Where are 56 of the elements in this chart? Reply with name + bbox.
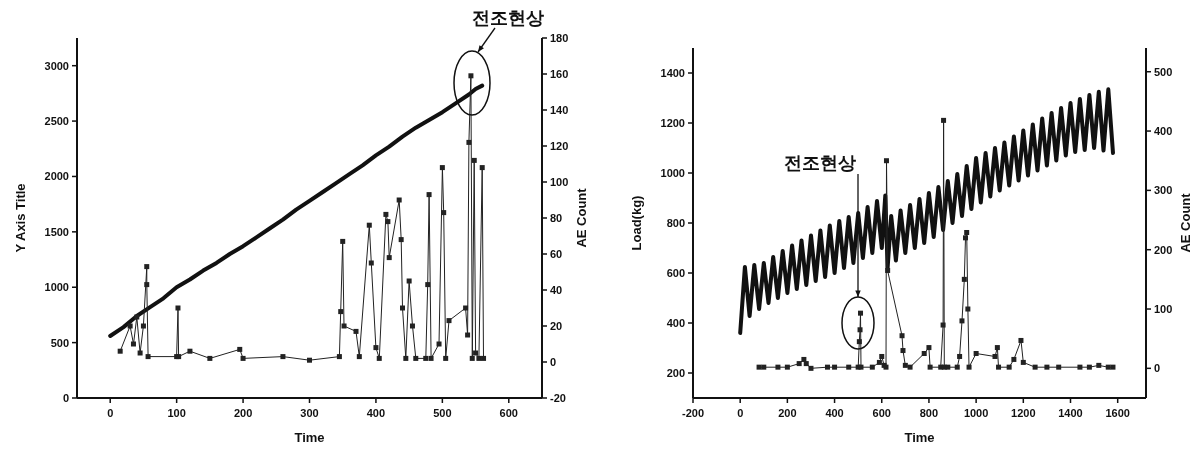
y-tick-label: 3000 [44,59,69,72]
x-tick-label: 800 [919,407,939,419]
y2-tick-label: 400 [1154,125,1173,138]
y-tick-label: 500 [50,336,69,349]
x-tick-label: 1400 [1058,407,1083,419]
y-tick-label: 1400 [660,67,685,79]
y-tick-label: 1200 [660,117,685,129]
y-tick-label: 1500 [44,225,69,238]
y2-tick-label: 60 [550,248,563,260]
x-tick-label: 300 [300,407,319,419]
y-tick-label: 600 [666,267,685,279]
y2-tick-label: 0 [550,356,557,368]
y2-tick-label: 20 [550,320,563,332]
y-tick-label: 2000 [44,170,69,183]
x-tick-label: 200 [233,407,253,419]
y-tick-label: 400 [666,317,685,329]
y-axis-title: Load(kg) [629,195,644,251]
y2-tick-label: 180 [550,32,569,44]
y-tick-label: 800 [666,217,685,229]
y2-tick-label: 120 [550,140,569,152]
y2-tick-label: 140 [550,104,569,116]
y2-tick-label: 40 [550,284,563,296]
x-axis-title: Time [904,430,935,445]
x-tick-label: 0 [107,407,114,419]
x-tick-label: 0 [737,407,744,419]
y-axis-title: Y Axis Title [13,183,28,253]
x-tick-label: 1000 [963,407,989,419]
x-tick-label: 500 [433,407,452,419]
x-axis-title: Time [294,430,325,445]
y2-tick-label: -20 [550,392,566,404]
y2-tick-label: 0 [1154,362,1161,375]
x-tick-label: 1600 [1105,407,1130,419]
y2-tick-label: 100 [1154,303,1173,316]
y-tick-label: 2500 [44,115,69,128]
y2-axis-title: AE Count [1178,192,1193,253]
y2-tick-label: 100 [550,176,569,188]
y-tick-label: 1000 [44,281,69,294]
x-tick-label: 100 [167,407,186,419]
x-tick-label: 400 [825,407,844,419]
x-tick-label: 600 [872,407,891,419]
y2-tick-label: 500 [1154,65,1173,78]
y-tick-label: 200 [666,367,685,379]
text: 전조현상 [472,8,544,28]
y2-tick-label: 160 [550,68,569,80]
y2-tick-label: 80 [550,212,563,224]
x-tick-label: 200 [778,407,797,419]
y-tick-label: 1000 [660,167,685,179]
y2-axis-title: AE Count [574,187,589,248]
y2-tick-label: 300 [1154,184,1173,197]
annotation: 전조현상 [784,153,856,173]
x-tick-label: 1200 [1011,407,1036,419]
x-tick-label: 600 [499,407,518,419]
x-tick-label: -200 [681,407,705,419]
y-tick-label: 0 [62,392,69,404]
y2-tick-label: 200 [1154,243,1173,256]
x-tick-label: 400 [366,407,386,419]
